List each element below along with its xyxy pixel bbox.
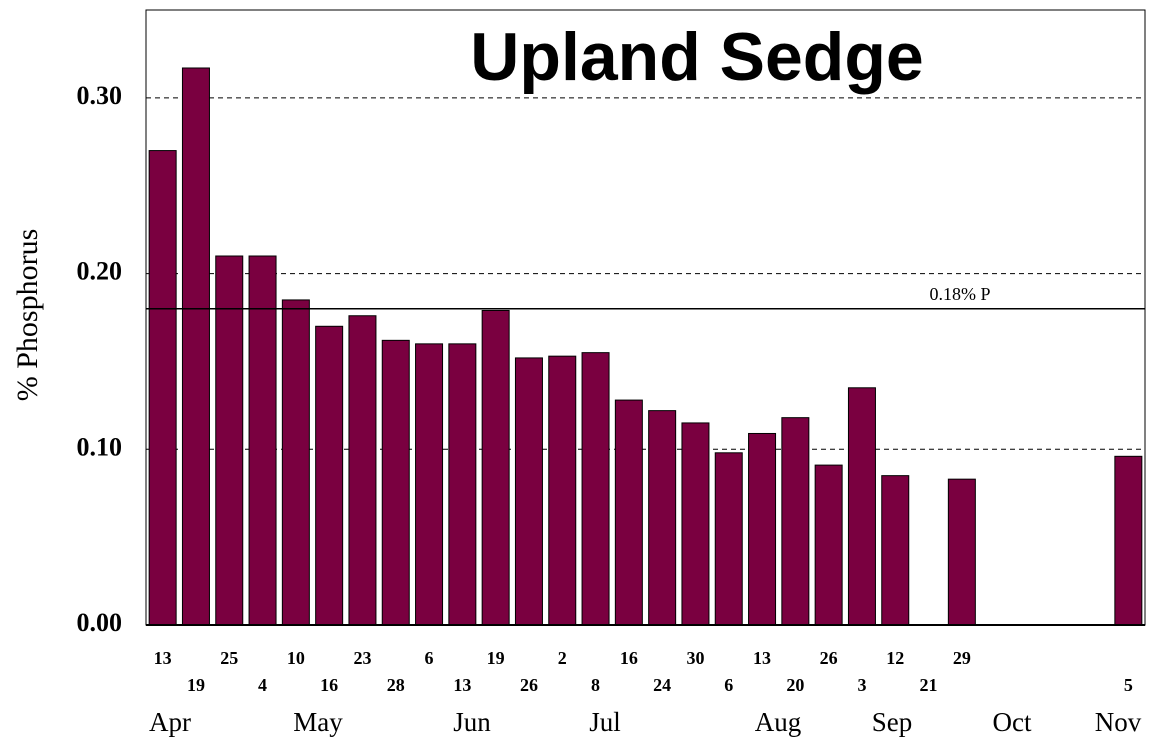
bar (381, 339, 410, 626)
x-tick-label: 3 (857, 675, 866, 695)
x-tick-label: 5 (1124, 675, 1133, 695)
y-tick-label: 0.10 (77, 432, 123, 461)
x-tick-label: 19 (187, 675, 205, 695)
x-tick-label: 6 (724, 675, 733, 695)
x-tick-label: 24 (653, 675, 671, 695)
x-tick-label: 28 (387, 675, 405, 695)
bar (847, 387, 876, 626)
x-tick-label: 25 (220, 648, 238, 668)
bar (814, 464, 843, 626)
bar (881, 475, 910, 626)
bar (947, 478, 976, 626)
x-tick-label: 13 (154, 648, 172, 668)
month-label: Jul (589, 707, 621, 737)
bar (514, 357, 543, 626)
bar (448, 343, 477, 626)
x-tick-label: 16 (620, 648, 638, 668)
bar (215, 255, 244, 626)
bar (1114, 455, 1143, 626)
x-tick-label: 4 (258, 675, 267, 695)
bar (681, 422, 710, 626)
bar (748, 432, 777, 626)
bar (781, 417, 810, 626)
x-tick-label: 29 (953, 648, 971, 668)
bar (315, 325, 344, 626)
reference-label: 0.18% P (929, 284, 990, 304)
bar (481, 309, 510, 626)
x-tick-label: 8 (591, 675, 600, 695)
bar (581, 352, 610, 626)
bar (548, 355, 577, 626)
month-label: Apr (149, 707, 191, 737)
bar (148, 150, 177, 626)
bar (648, 410, 677, 626)
month-label: Sep (872, 707, 913, 737)
x-tick-label: 12 (886, 648, 904, 668)
bar (248, 255, 277, 626)
bar (181, 67, 210, 626)
x-tick-label: 21 (920, 675, 938, 695)
x-tick-label: 13 (753, 648, 771, 668)
bar (614, 399, 643, 626)
month-label: Jun (453, 707, 491, 737)
y-tick-label: 0.20 (77, 257, 123, 286)
y-axis-label: % Phosphorus (11, 229, 44, 402)
x-tick-label: 26 (820, 648, 838, 668)
month-label: Nov (1095, 707, 1142, 737)
bar (348, 315, 377, 626)
y-tick-label: 0.30 (77, 81, 123, 110)
x-tick-label: 6 (425, 648, 434, 668)
y-tick-label: 0.00 (77, 608, 123, 637)
bar (415, 343, 444, 626)
x-tick-label: 20 (786, 675, 804, 695)
x-tick-label: 16 (320, 675, 338, 695)
bar (281, 299, 310, 626)
chart-title: Upland Sedge (470, 19, 923, 95)
month-label: Oct (993, 707, 1032, 737)
month-label: Aug (755, 707, 802, 737)
x-tick-label: 2 (558, 648, 567, 668)
month-label: May (293, 707, 343, 737)
x-tick-label: 26 (520, 675, 538, 695)
x-tick-label: 13 (453, 675, 471, 695)
bar (714, 452, 743, 626)
x-tick-label: 10 (287, 648, 305, 668)
x-tick-label: 30 (686, 648, 704, 668)
x-tick-label: 23 (353, 648, 371, 668)
x-tick-label: 19 (487, 648, 505, 668)
